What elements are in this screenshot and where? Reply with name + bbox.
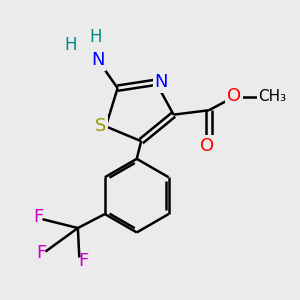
Text: F: F xyxy=(33,208,43,226)
Text: S: S xyxy=(95,117,106,135)
Text: H: H xyxy=(64,37,77,55)
Text: O: O xyxy=(227,87,241,105)
Text: CH₃: CH₃ xyxy=(258,89,286,104)
Text: F: F xyxy=(79,252,89,270)
Text: H: H xyxy=(89,28,102,46)
Text: F: F xyxy=(36,244,46,262)
Text: O: O xyxy=(200,137,214,155)
Text: N: N xyxy=(91,51,104,69)
Text: N: N xyxy=(154,73,168,91)
